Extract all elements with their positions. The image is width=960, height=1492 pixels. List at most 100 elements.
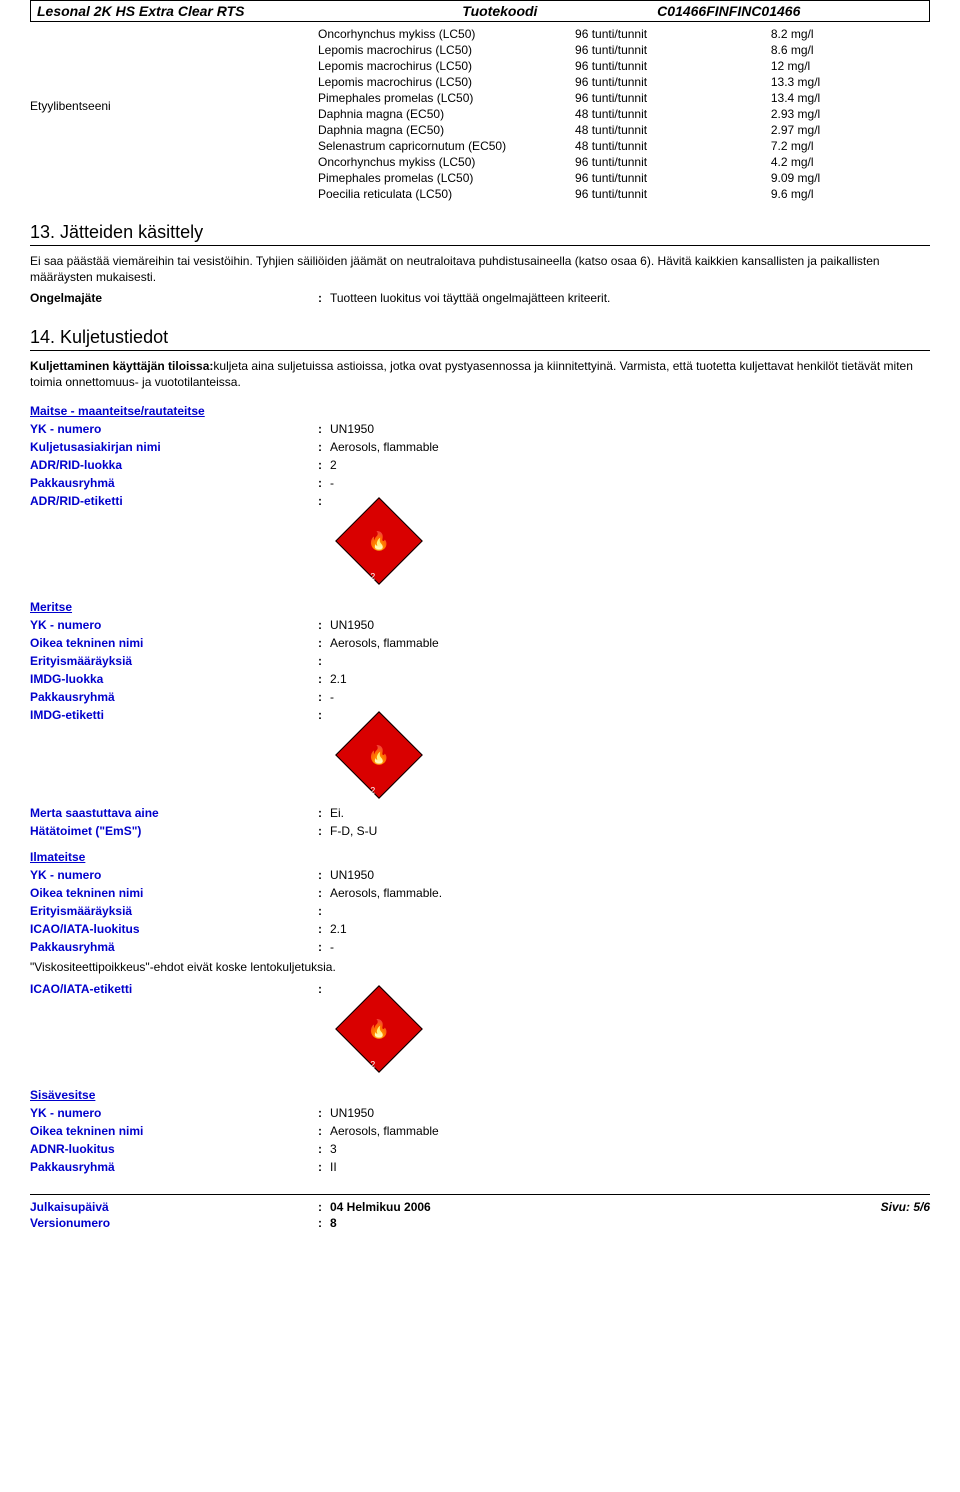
road-class-v: 2: [330, 458, 930, 472]
sea-pg-k: Pakkausryhmä: [30, 690, 318, 704]
tox-value: 2.97 mg/l: [771, 123, 930, 137]
footer-ver-row: Versionumero : 8: [30, 1215, 930, 1231]
footer-ver-v: 8: [330, 1216, 930, 1230]
tox-name: Lepomis macrochirus (LC50): [318, 43, 575, 57]
sea-ems-v: F-D, S-U: [330, 824, 930, 838]
footer-divider: [30, 1194, 930, 1195]
sea-heading: Meritse: [30, 600, 72, 614]
road-heading: Maitse - maanteitse/rautateitse: [30, 404, 205, 418]
sea-marine-v: Ei.: [330, 806, 930, 820]
tox-row: Lepomis macrochirus (LC50)96 tunti/tunni…: [318, 42, 930, 58]
waste-line: Ongelmajäte : Tuotteen luokitus voi täyt…: [30, 289, 930, 307]
road-name-k: Kuljetusasiakirjan nimi: [30, 440, 318, 454]
footer-ver-k: Versionumero: [30, 1216, 318, 1230]
sea-name-v: Aerosols, flammable: [330, 636, 930, 650]
tox-row: Lepomis macrochirus (LC50)96 tunti/tunni…: [318, 58, 930, 74]
tox-value: 12 mg/l: [771, 59, 930, 73]
sea-spec-v: [330, 654, 930, 668]
substance-name: Etyylibentseeni: [30, 27, 318, 113]
section-14-intro: Kuljettaminen käyttäjän tiloissa:kuljeta…: [30, 359, 930, 390]
tox-duration: 96 tunti/tunnit: [575, 43, 771, 57]
sea-un-k: YK - numero: [30, 618, 318, 632]
tox-value: 8.6 mg/l: [771, 43, 930, 57]
air-hazard-diamond: 🔥2: [330, 982, 930, 1076]
air-name-v: Aerosols, flammable.: [330, 886, 930, 900]
tox-row: Poecilia reticulata (LC50)96 tunti/tunni…: [318, 186, 930, 202]
tox-duration: 48 tunti/tunnit: [575, 123, 771, 137]
sea-name-k: Oikea tekninen nimi: [30, 636, 318, 650]
tox-name: Oncorhynchus mykiss (LC50): [318, 27, 575, 41]
substance-label: Etyylibentseeni: [30, 26, 318, 202]
product-name: Lesonal 2K HS Extra Clear RTS: [37, 3, 462, 19]
inland-class-v: 3: [330, 1142, 930, 1156]
inland-un-k: YK - numero: [30, 1106, 318, 1120]
flammable-diamond-icon: 🔥2: [335, 498, 423, 586]
tox-duration: 48 tunti/tunnit: [575, 107, 771, 121]
inland-name-v: Aerosols, flammable: [330, 1124, 930, 1138]
tox-name: Lepomis macrochirus (LC50): [318, 75, 575, 89]
road-un-k: YK - numero: [30, 422, 318, 436]
air-pg-v: -: [330, 940, 930, 954]
footer-pub-v: 04 Helmikuu 2006: [330, 1200, 881, 1214]
air-class-k: ICAO/IATA-luokitus: [30, 922, 318, 936]
air-note: "Viskositeettipoikkeus"-ehdot eivät kosk…: [30, 960, 930, 976]
tox-row: Daphnia magna (EC50)48 tunti/tunnit2.93 …: [318, 106, 930, 122]
tox-name: Pimephales promelas (LC50): [318, 171, 575, 185]
footer-pub-k: Julkaisupäivä: [30, 1200, 318, 1214]
header-bar: Lesonal 2K HS Extra Clear RTS Tuotekoodi…: [30, 0, 930, 22]
tox-row: Daphnia magna (EC50)48 tunti/tunnit2.97 …: [318, 122, 930, 138]
tox-duration: 96 tunti/tunnit: [575, 91, 771, 105]
tox-row: Selenastrum capricornutum (EC50)48 tunti…: [318, 138, 930, 154]
inland-name-k: Oikea tekninen nimi: [30, 1124, 318, 1138]
air-label-k: ICAO/IATA-etiketti: [30, 982, 318, 1076]
tox-name: Daphnia magna (EC50): [318, 107, 575, 121]
tox-row: Pimephales promelas (LC50)96 tunti/tunni…: [318, 170, 930, 186]
air-name-k: Oikea tekninen nimi: [30, 886, 318, 900]
tox-row: Pimephales promelas (LC50)96 tunti/tunni…: [318, 90, 930, 106]
tox-name: Selenastrum capricornutum (EC50): [318, 139, 575, 153]
road-pg-v: -: [330, 476, 930, 490]
sea-class-v: 2.1: [330, 672, 930, 686]
road-hazard-diamond: 🔥2: [330, 494, 930, 588]
code-value: C01466FINFINC01466: [657, 3, 923, 19]
road-label-k: ADR/RID-etiketti: [30, 494, 318, 588]
tox-value: 7.2 mg/l: [771, 139, 930, 153]
tox-value: 8.2 mg/l: [771, 27, 930, 41]
footer-pub-row: Julkaisupäivä : 04 Helmikuu 2006 Sivu: 5…: [30, 1199, 930, 1215]
tox-duration: 96 tunti/tunnit: [575, 171, 771, 185]
tox-row: Lepomis macrochirus (LC50)96 tunti/tunni…: [318, 74, 930, 90]
tox-value: 9.09 mg/l: [771, 171, 930, 185]
road-un-v: UN1950: [330, 422, 930, 436]
tox-value: 9.6 mg/l: [771, 187, 930, 201]
section-13-body: Ei saa päästää viemäreihin tai vesistöih…: [30, 254, 930, 285]
waste-value: Tuotteen luokitus voi täyttää ongelmajät…: [330, 291, 930, 305]
tox-row: Oncorhynchus mykiss (LC50)96 tunti/tunni…: [318, 154, 930, 170]
road-class-k: ADR/RID-luokka: [30, 458, 318, 472]
sea-label-k: IMDG-etiketti: [30, 708, 318, 802]
inland-pg-k: Pakkausryhmä: [30, 1160, 318, 1174]
tox-name: Pimephales promelas (LC50): [318, 91, 575, 105]
inland-un-v: UN1950: [330, 1106, 930, 1120]
air-pg-k: Pakkausryhmä: [30, 940, 318, 954]
tox-duration: 96 tunti/tunnit: [575, 75, 771, 89]
tox-value: 13.4 mg/l: [771, 91, 930, 105]
tox-duration: 96 tunti/tunnit: [575, 59, 771, 73]
tox-duration: 96 tunti/tunnit: [575, 27, 771, 41]
tox-name: Poecilia reticulata (LC50): [318, 187, 575, 201]
inland-class-k: ADNR-luokitus: [30, 1142, 318, 1156]
code-label: Tuotekoodi: [462, 3, 657, 19]
tox-name: Oncorhynchus mykiss (LC50): [318, 155, 575, 169]
air-un-v: UN1950: [330, 868, 930, 882]
flammable-diamond-icon: 🔥2: [335, 712, 423, 800]
sea-spec-k: Erityismääräyksiä: [30, 654, 318, 668]
air-spec-k: Erityismääräyksiä: [30, 904, 318, 918]
air-spec-v: [330, 904, 930, 918]
tox-value: 2.93 mg/l: [771, 107, 930, 121]
road-name-v: Aerosols, flammable: [330, 440, 930, 454]
flammable-diamond-icon: 🔥2: [335, 985, 423, 1073]
road-pg-k: Pakkausryhmä: [30, 476, 318, 490]
sea-class-k: IMDG-luokka: [30, 672, 318, 686]
tox-value: 4.2 mg/l: [771, 155, 930, 169]
sea-ems-k: Hätätoimet ("EmS"): [30, 824, 318, 838]
air-un-k: YK - numero: [30, 868, 318, 882]
